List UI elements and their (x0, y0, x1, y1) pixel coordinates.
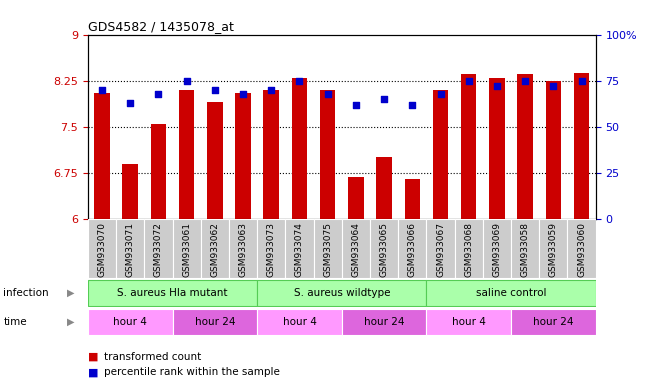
Text: percentile rank within the sample: percentile rank within the sample (104, 367, 280, 377)
Point (379, 96, 389, 102)
Text: infection: infection (3, 288, 49, 298)
Bar (568, 219, 596, 278)
Point (294, 78, 305, 84)
Text: hour 4: hour 4 (113, 316, 147, 327)
Text: ■: ■ (88, 352, 98, 362)
Bar (314, 219, 342, 278)
Point (576, 78, 587, 84)
Bar (370, 219, 398, 278)
Bar (320, 90, 335, 219)
Bar (398, 219, 426, 278)
Text: GDS4582 / 1435078_at: GDS4582 / 1435078_at (88, 20, 234, 33)
Bar (257, 309, 342, 334)
Text: S. aureus Hla mutant: S. aureus Hla mutant (117, 288, 228, 298)
Text: GSM933064: GSM933064 (352, 222, 361, 277)
Bar (376, 157, 392, 219)
Point (464, 78, 474, 84)
Point (351, 101, 361, 108)
Bar (461, 74, 477, 219)
Text: GSM933062: GSM933062 (210, 222, 219, 277)
Text: GSM933069: GSM933069 (492, 222, 501, 277)
Bar (426, 219, 454, 278)
Text: GSM933061: GSM933061 (182, 222, 191, 277)
Text: ■: ■ (88, 367, 98, 377)
Bar (292, 78, 307, 219)
Text: hour 24: hour 24 (364, 316, 404, 327)
Text: S. aureus wildtype: S. aureus wildtype (294, 288, 390, 298)
Text: GSM933067: GSM933067 (436, 222, 445, 277)
Bar (88, 219, 116, 278)
Bar (489, 78, 505, 219)
Bar (518, 74, 533, 219)
Text: transformed count: transformed count (104, 352, 201, 362)
Bar (235, 93, 251, 219)
Bar (264, 90, 279, 219)
Bar (426, 280, 596, 306)
Point (520, 78, 531, 84)
Text: hour 4: hour 4 (283, 316, 316, 327)
Bar (285, 219, 314, 278)
Point (238, 91, 248, 97)
Bar (173, 219, 201, 278)
Text: GSM933065: GSM933065 (380, 222, 389, 277)
Bar (150, 124, 166, 219)
Bar (546, 81, 561, 219)
Bar (574, 73, 589, 219)
Text: GSM933058: GSM933058 (521, 222, 530, 277)
Bar (511, 219, 539, 278)
Text: GSM933072: GSM933072 (154, 222, 163, 277)
Bar (454, 219, 483, 278)
Point (548, 83, 559, 89)
Bar (483, 219, 511, 278)
Bar (179, 90, 195, 219)
Text: GSM933063: GSM933063 (238, 222, 247, 277)
Bar (207, 102, 223, 219)
Bar (173, 309, 257, 334)
Text: saline control: saline control (476, 288, 546, 298)
Text: GSM933060: GSM933060 (577, 222, 586, 277)
Bar (404, 179, 420, 219)
Text: time: time (3, 316, 27, 327)
Text: GSM933074: GSM933074 (295, 222, 304, 277)
Text: GSM933075: GSM933075 (323, 222, 332, 277)
Point (266, 87, 277, 93)
Text: GSM933071: GSM933071 (126, 222, 135, 277)
Text: hour 4: hour 4 (452, 316, 486, 327)
Bar (88, 280, 257, 306)
Point (436, 91, 446, 97)
Text: hour 24: hour 24 (195, 316, 235, 327)
Text: GSM933059: GSM933059 (549, 222, 558, 277)
Text: GSM933066: GSM933066 (408, 222, 417, 277)
Bar (433, 90, 449, 219)
Bar (122, 164, 138, 219)
Text: ▶: ▶ (67, 316, 75, 327)
Bar (257, 280, 426, 306)
Bar (348, 177, 364, 219)
Text: hour 24: hour 24 (533, 316, 574, 327)
Point (97, 87, 107, 93)
Point (322, 91, 333, 97)
Bar (257, 219, 285, 278)
Bar (229, 219, 257, 278)
Point (182, 78, 192, 84)
Bar (511, 309, 596, 334)
Text: GSM933070: GSM933070 (98, 222, 107, 277)
Point (153, 91, 163, 97)
Bar (342, 309, 426, 334)
Bar (539, 219, 568, 278)
Bar (145, 219, 173, 278)
Point (125, 100, 135, 106)
Text: ▶: ▶ (67, 288, 75, 298)
Bar (116, 219, 145, 278)
Bar (94, 93, 110, 219)
Point (492, 83, 502, 89)
Bar (426, 309, 511, 334)
Bar (342, 219, 370, 278)
Text: GSM933068: GSM933068 (464, 222, 473, 277)
Bar (88, 309, 173, 334)
Text: GSM933073: GSM933073 (267, 222, 276, 277)
Point (210, 87, 220, 93)
Bar (201, 219, 229, 278)
Point (407, 101, 417, 108)
